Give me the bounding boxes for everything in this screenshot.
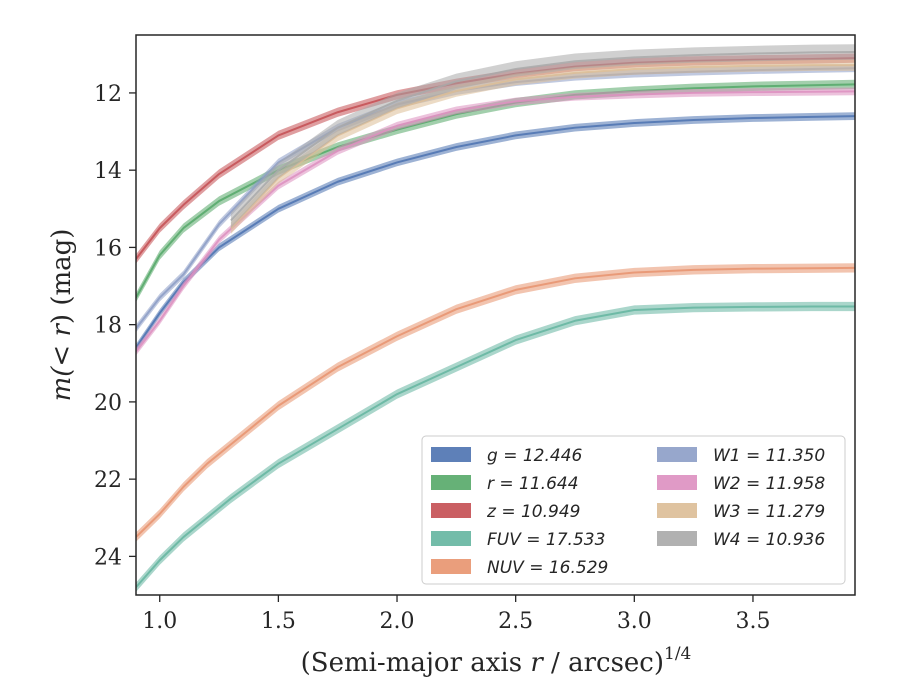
legend-label-w1: W1 = 11.350 <box>713 446 825 466</box>
y-tick-label: 20 <box>94 391 122 416</box>
legend-swatch-fuv <box>431 531 471 546</box>
y-axis-ticks: 12 14 16 18 20 22 24 <box>94 82 136 570</box>
band-nuv <box>136 263 855 542</box>
legend-swatch-g <box>431 447 471 462</box>
x-tick-label: 1.0 <box>142 609 177 634</box>
legend-swatch-r <box>431 475 471 490</box>
legend-label-fuv: FUV = 17.533 <box>487 530 605 550</box>
y-tick-label: 18 <box>94 314 122 339</box>
legend-label-r: r = 11.644 <box>487 474 579 494</box>
curve-layer <box>136 44 855 592</box>
legend-swatch-nuv <box>431 559 471 574</box>
legend-label-g: g = 12.446 <box>487 446 583 466</box>
legend-label-w2: W2 = 11.958 <box>713 474 825 494</box>
curve-fuv <box>136 305 855 588</box>
x-tick-label: 1.5 <box>261 609 296 634</box>
curve-g <box>136 115 855 349</box>
curve-w2 <box>136 90 855 353</box>
x-tick-label: 3.5 <box>735 609 770 634</box>
legend: g = 12.446 r = 11.644 z = 10.949 FUV = 17.5… <box>421 435 846 585</box>
legend-label-z: z = 10.949 <box>486 502 580 522</box>
x-tick-label: 2.0 <box>380 609 415 634</box>
legend-box <box>421 435 846 585</box>
x-tick-label: 3.0 <box>617 609 652 634</box>
legend-swatch-w3 <box>657 503 697 518</box>
y-tick-label: 14 <box>94 159 122 184</box>
x-axis-ticks: 1.0 1.5 2.0 2.5 3.0 3.5 <box>142 595 770 634</box>
y-tick-label: 22 <box>94 468 122 493</box>
legend-label-nuv: NUV = 16.529 <box>487 558 608 578</box>
legend-label-w3: W3 = 11.279 <box>713 502 825 522</box>
legend-swatch-w1 <box>657 447 697 462</box>
legend-swatch-w4 <box>657 531 697 546</box>
legend-label-w4: W4 = 10.936 <box>713 530 825 550</box>
y-tick-label: 16 <box>94 236 122 261</box>
legend-swatch-z <box>431 503 471 518</box>
y-axis-label: m(< r) (mag) <box>47 229 77 402</box>
legend-swatch-w2 <box>657 475 697 490</box>
curve-w4 <box>230 50 855 222</box>
x-axis-label: (Semi-major axis r / arcsec)1/4 <box>301 644 692 678</box>
y-tick-label: 24 <box>94 545 122 570</box>
x-tick-label: 2.5 <box>498 609 533 634</box>
plot-frame <box>135 34 856 596</box>
band-w2 <box>136 87 855 356</box>
curve-nuv <box>136 266 855 538</box>
y-tick-label: 12 <box>94 82 122 107</box>
